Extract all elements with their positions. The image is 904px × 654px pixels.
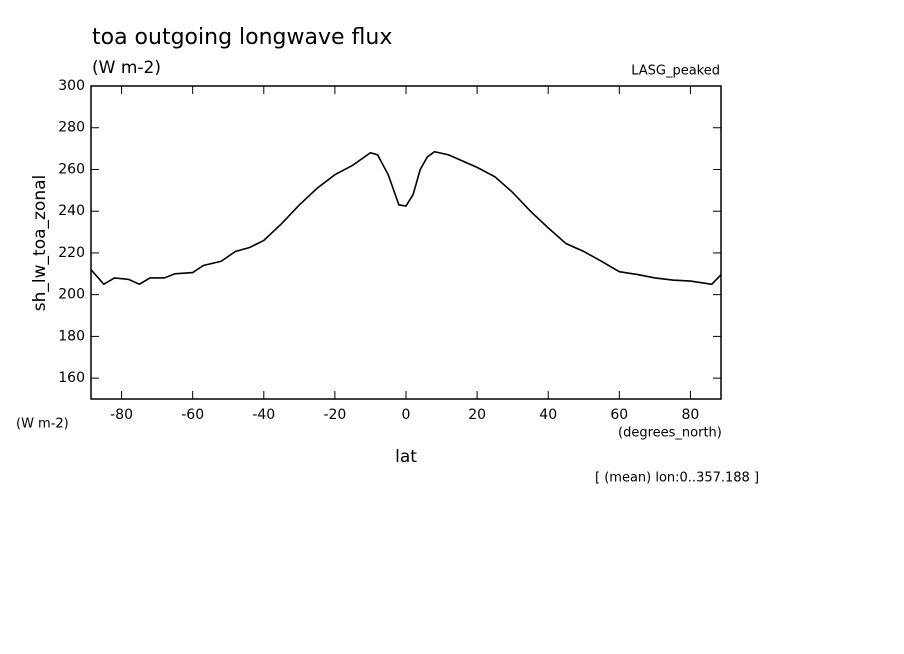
x-tick-label: 0 [402,407,411,423]
x-tick-label: -80 [110,407,133,423]
y-tick-label: 200 [58,287,85,303]
y-tick-label: 220 [58,245,85,261]
y-tick-label: 240 [58,203,85,219]
x-tick-label: -20 [323,407,346,423]
y-tick-label: 300 [58,78,85,94]
data-line [90,150,722,286]
chart-subtitle: (W m-2) [92,58,161,78]
x-tick-label: -40 [252,407,275,423]
chart-title: toa outgoing longwave flux [92,25,392,50]
x-tick-label: 20 [468,407,486,423]
y-tick-label: 180 [58,328,85,344]
x-tick-label: -60 [181,407,204,423]
y-tick-label: 260 [58,161,85,177]
x-axis-label: lat [395,447,417,467]
y-units: (W m-2) [16,417,69,432]
y-tick-label: 280 [58,120,85,136]
footnote: [ (mean) lon:0..357.188 ] [595,471,759,486]
dataset-label: LASG_peaked [631,64,720,79]
x-units: (degrees_north) [618,426,722,441]
x-tick-label: 60 [610,407,628,423]
x-tick-label: 40 [539,407,557,423]
x-tick-label: 80 [682,407,700,423]
plot-frame [90,85,722,400]
y-tick-label: 160 [58,370,85,386]
y-axis-label: sh_lw_toa_zonal [30,175,50,311]
